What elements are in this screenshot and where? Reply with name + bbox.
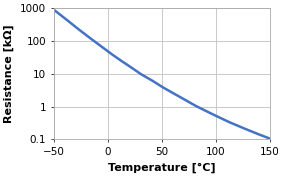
X-axis label: Temperature [°C]: Temperature [°C] <box>108 162 216 173</box>
Y-axis label: Resistance [kΩ]: Resistance [kΩ] <box>4 24 14 123</box>
